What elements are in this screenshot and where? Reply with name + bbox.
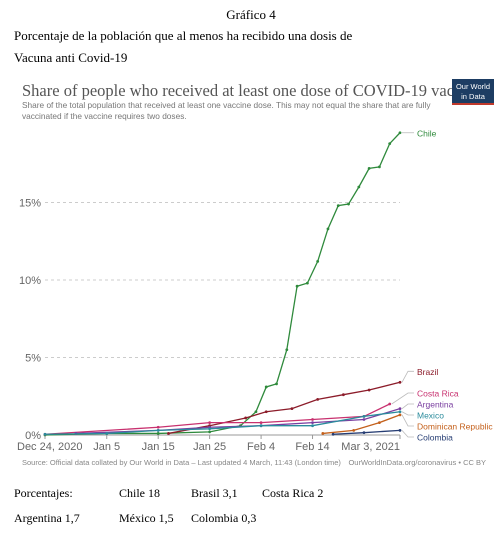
data-point xyxy=(362,431,366,435)
source-link: OurWorldInData.org/coronavirus • CC BY xyxy=(348,458,486,467)
data-point xyxy=(259,421,263,424)
logo-text: in Data xyxy=(461,92,486,101)
data-point xyxy=(316,397,320,401)
note: Chile 18 xyxy=(119,486,160,500)
data-point xyxy=(105,432,109,435)
data-point xyxy=(311,424,314,428)
data-point xyxy=(398,131,402,135)
series-line xyxy=(44,132,401,436)
series-line xyxy=(44,411,401,435)
data-point xyxy=(398,410,402,414)
chart-subtitle: vaccinated if the vaccine requires two d… xyxy=(22,111,187,121)
y-tick-label: 0% xyxy=(25,430,41,442)
data-point xyxy=(244,416,248,420)
label-connector xyxy=(401,430,414,438)
data-point xyxy=(167,432,170,435)
data-point xyxy=(43,432,47,436)
source: Source: Official data collated by Our Wo… xyxy=(22,458,341,467)
label-connector xyxy=(401,414,414,427)
data-point xyxy=(290,407,294,411)
note: Colombia 0,3 xyxy=(191,511,256,525)
data-point xyxy=(285,348,289,352)
data-point xyxy=(398,428,402,432)
x-tick-label: Dec 24, 2020 xyxy=(17,441,82,453)
data-point xyxy=(352,428,356,432)
data-point xyxy=(316,260,320,263)
data-point xyxy=(208,427,212,431)
data-point xyxy=(378,165,381,169)
caption-line: Vacuna anti Covid-19 xyxy=(14,50,127,65)
data-point xyxy=(347,202,350,206)
data-point xyxy=(398,413,402,417)
y-tick-label: 15% xyxy=(19,198,41,210)
data-point xyxy=(342,393,345,397)
logo-text: Our World xyxy=(456,82,490,91)
data-point xyxy=(259,424,263,428)
data-point xyxy=(311,418,314,421)
plot: 0% 5% 10% 15% Dec 24, 2020 Jan 5 Jan 15 Jan 25 F… xyxy=(17,128,493,453)
data-point xyxy=(367,388,371,392)
x-tick-label: Jan 5 xyxy=(93,441,120,453)
data-point xyxy=(362,418,366,421)
data-point xyxy=(275,382,278,386)
legend-label: Dominican Republic xyxy=(417,422,493,432)
y-tick-label: 10% xyxy=(19,275,41,287)
label-connector xyxy=(401,370,414,383)
data-point xyxy=(388,402,392,406)
figure-label: Gráfico 4 xyxy=(226,7,276,22)
caption-line: Porcentaje de la población que al menos … xyxy=(14,28,352,43)
data-point xyxy=(398,407,402,411)
data-point xyxy=(264,385,268,389)
legend-label: Argentina xyxy=(417,400,454,410)
data-point xyxy=(357,185,361,189)
data-point xyxy=(388,142,392,146)
data-point xyxy=(311,421,314,424)
data-point xyxy=(295,284,299,288)
data-point xyxy=(156,425,160,429)
data-point xyxy=(156,428,160,432)
y-tick-label: 5% xyxy=(25,353,41,365)
chart-subtitle: Share of the total population that recei… xyxy=(22,100,431,110)
data-point xyxy=(156,432,160,435)
data-point xyxy=(326,227,330,231)
data-point xyxy=(336,204,340,208)
data-point xyxy=(208,421,212,424)
chart-title: Share of people who received at least on… xyxy=(22,81,482,100)
note: Argentina 1,7 xyxy=(14,511,80,525)
note: Costa Rica 2 xyxy=(262,486,323,500)
data-point xyxy=(321,432,325,435)
data-point xyxy=(378,421,381,424)
logo-stripe xyxy=(452,103,494,105)
data-point xyxy=(362,415,366,418)
legend-label: Mexico xyxy=(417,411,444,421)
x-tick-label: Feb 14 xyxy=(295,441,329,453)
x-tick-label: Jan 25 xyxy=(193,441,226,453)
label-connector xyxy=(401,411,414,416)
data-point xyxy=(254,410,258,414)
data-point xyxy=(398,380,402,384)
data-point xyxy=(367,167,371,170)
legend-label: Brazil xyxy=(417,367,438,377)
x-tick-label: Feb 4 xyxy=(247,441,275,453)
logo-box xyxy=(452,79,494,105)
label-connector xyxy=(391,392,414,405)
x-tick-label: Jan 15 xyxy=(142,441,175,453)
data-point xyxy=(264,410,268,414)
data-point xyxy=(208,430,212,434)
legend-label: Costa Rica xyxy=(417,389,459,399)
legend-label: Chile xyxy=(417,128,437,138)
x-tick-label: Mar 3, 2021 xyxy=(341,441,400,453)
data-point xyxy=(331,432,335,436)
series-line xyxy=(322,414,401,435)
label-connector xyxy=(401,403,414,409)
note: Brasil 3,1 xyxy=(191,486,238,500)
note: México 1,5 xyxy=(119,511,174,525)
data-point xyxy=(305,281,309,285)
notes-label: Porcentajes: xyxy=(14,486,73,500)
legend-label: Colombia xyxy=(417,433,453,443)
